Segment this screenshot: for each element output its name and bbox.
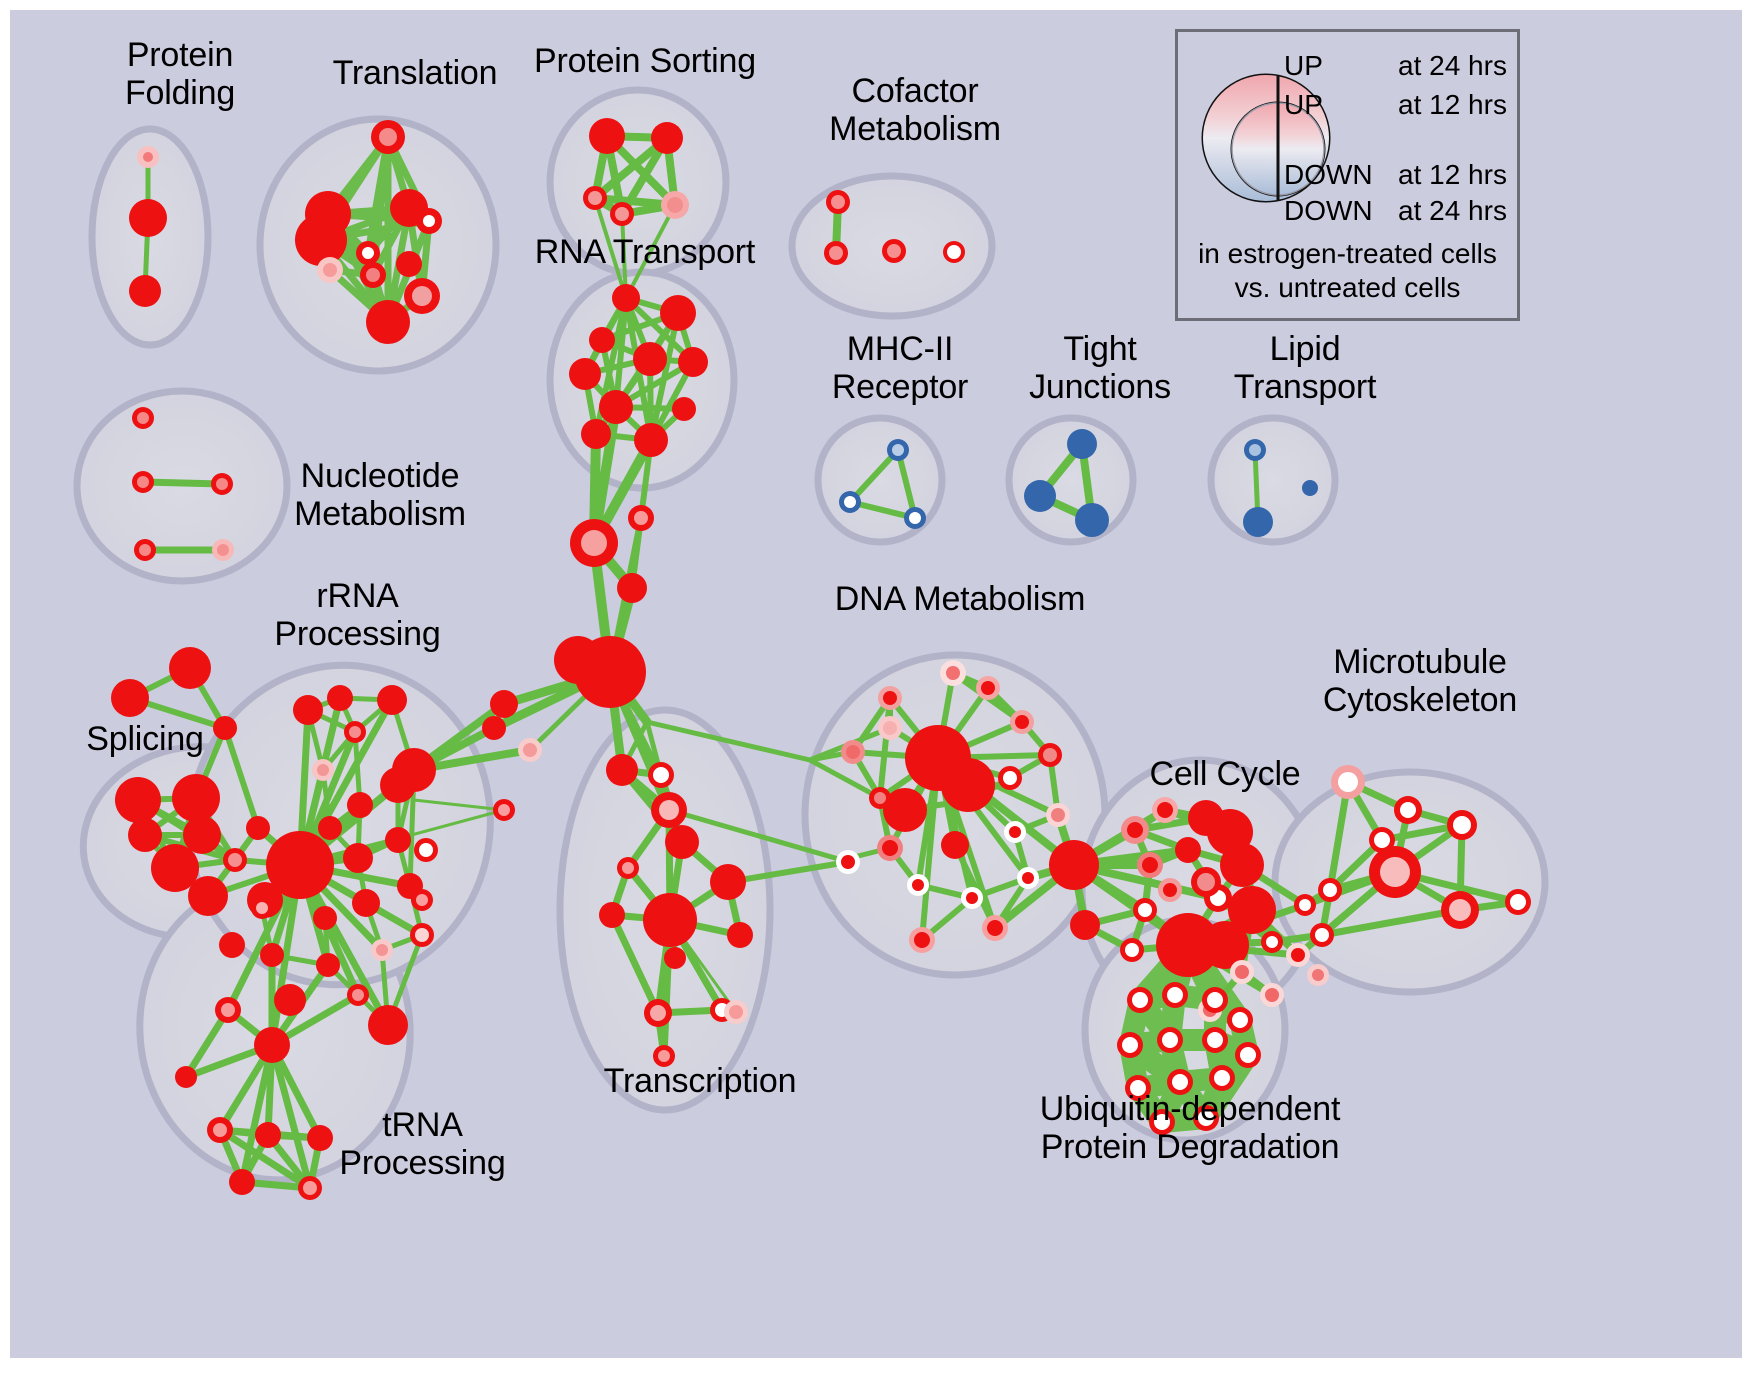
- legend-key-down-12: DOWN: [1284, 159, 1373, 190]
- legend-time-up-12: at 12 hrs: [1398, 89, 1507, 120]
- legend-time-down-12: at 12 hrs: [1398, 159, 1507, 190]
- network-canvas: Protein Folding Translation Protein Sort…: [10, 10, 1742, 1358]
- legend-key-up-24: UP: [1284, 50, 1323, 81]
- legend-time-up-24: at 24 hrs: [1398, 50, 1507, 81]
- legend-box: UP at 24 hrs UP at 12 hrs DOWN at 12 hrs…: [1175, 29, 1520, 321]
- legend-key-up-12: UP: [1284, 89, 1323, 120]
- network-graph: [73, 86, 1549, 1200]
- legend-caption: in estrogen-treated cells vs. untreated …: [1198, 238, 1497, 304]
- legend-time-down-24: at 24 hrs: [1398, 195, 1507, 226]
- hull-lipid: [1207, 414, 1339, 546]
- network-nodes: [111, 118, 1531, 1200]
- legend-key-down-24: DOWN: [1284, 195, 1373, 226]
- legend-color-key: [1201, 73, 1331, 203]
- hull-protein-folding: [88, 125, 212, 349]
